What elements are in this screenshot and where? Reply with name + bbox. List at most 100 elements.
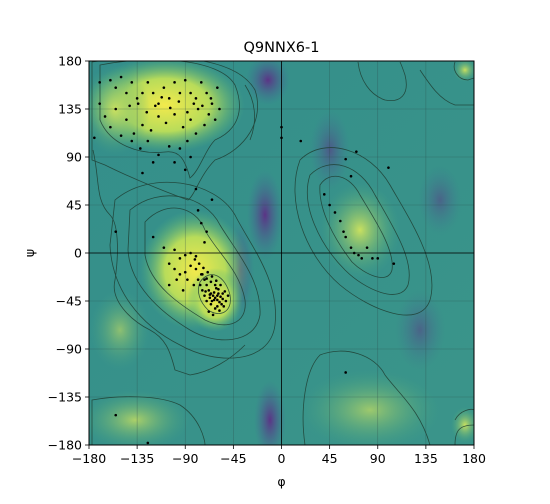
- data-point: [198, 283, 202, 287]
- data-point: [209, 97, 213, 100]
- y-axis-ticks: −180 −135 −90 −45 0 45 90 135 180: [48, 54, 89, 453]
- data-point: [167, 262, 171, 265]
- data-point: [141, 171, 144, 175]
- data-point: [221, 292, 224, 295]
- data-point: [387, 166, 390, 169]
- data-point: [128, 104, 131, 108]
- x-tick-label: 90: [370, 451, 386, 466]
- data-point: [146, 81, 150, 84]
- data-point: [189, 91, 192, 95]
- data-point: [186, 278, 189, 281]
- data-point: [183, 78, 187, 82]
- data-point: [203, 123, 206, 127]
- data-point: [203, 294, 206, 297]
- y-tick-label: 180: [58, 54, 82, 69]
- x-axis-ticks: −180 −135 −90 −45 0 45 90 135 180: [72, 445, 486, 466]
- data-point: [365, 246, 369, 249]
- data-point: [222, 305, 226, 308]
- data-point: [208, 293, 212, 296]
- data-point: [178, 273, 182, 276]
- data-point: [193, 258, 197, 261]
- data-point: [109, 78, 112, 82]
- data-point: [196, 278, 200, 281]
- data-point: [146, 441, 150, 445]
- data-point: [189, 264, 192, 268]
- data-point: [194, 267, 198, 271]
- data-point: [201, 273, 204, 276]
- data-point: [162, 246, 166, 249]
- y-tick-label: −45: [56, 294, 82, 309]
- data-point: [139, 147, 142, 150]
- x-tick-label: 180: [462, 451, 486, 466]
- data-point: [333, 211, 337, 214]
- y-axis-label: ψ: [22, 249, 37, 257]
- data-point: [211, 313, 215, 317]
- data-point: [167, 283, 171, 287]
- y-tick-label: −135: [48, 390, 82, 405]
- y-tick-label: 45: [66, 198, 82, 213]
- data-point: [216, 298, 219, 302]
- data-point: [173, 267, 176, 271]
- data-point: [208, 296, 212, 300]
- data-point: [213, 307, 217, 310]
- data-point: [210, 198, 214, 201]
- data-point: [173, 248, 176, 252]
- data-point: [164, 121, 168, 125]
- data-point: [376, 257, 380, 260]
- data-point: [194, 187, 198, 191]
- x-axis-label: φ: [277, 474, 285, 489]
- data-point: [119, 134, 123, 137]
- contour-lines: [91, 61, 474, 445]
- data-point: [114, 230, 118, 233]
- data-point: [349, 246, 353, 249]
- data-point: [210, 275, 214, 278]
- y-tick-label: 0: [74, 246, 82, 261]
- data-point: [371, 257, 374, 260]
- data-point: [213, 283, 217, 287]
- data-point: [204, 290, 207, 293]
- data-point: [141, 123, 144, 127]
- data-point: [194, 97, 198, 100]
- x-tick-label: −135: [120, 451, 154, 466]
- data-point: [189, 251, 192, 255]
- data-point: [220, 302, 223, 306]
- x-tick-label: −45: [220, 451, 246, 466]
- data-point: [322, 193, 326, 196]
- data-point: [216, 294, 219, 297]
- data-point: [98, 81, 101, 84]
- data-point: [207, 310, 211, 313]
- data-point: [168, 106, 172, 110]
- data-point: [157, 115, 160, 118]
- data-point: [224, 299, 228, 303]
- data-point: [212, 298, 216, 302]
- data-point: [151, 91, 155, 95]
- data-point: [196, 107, 200, 111]
- data-point: [392, 262, 396, 265]
- data-point: [216, 305, 219, 308]
- x-tick-label: −90: [172, 451, 198, 466]
- data-point: [177, 100, 181, 103]
- data-point: [226, 294, 230, 297]
- data-point: [173, 81, 176, 84]
- data-point: [219, 283, 222, 287]
- x-tick-label: 135: [414, 451, 438, 466]
- data-point: [183, 168, 187, 172]
- data-point: [213, 296, 217, 300]
- data-point: [160, 95, 164, 99]
- data-point: [280, 136, 283, 140]
- data-point: [199, 221, 203, 225]
- data-point: [157, 102, 160, 105]
- data-point: [217, 292, 220, 295]
- data-point: [157, 153, 160, 157]
- y-tick-label: 90: [66, 150, 82, 165]
- data-point: [209, 302, 213, 306]
- data-point: [349, 174, 353, 178]
- data-point: [199, 81, 203, 84]
- data-point: [197, 262, 201, 265]
- data-point: [221, 297, 224, 301]
- data-point: [154, 104, 157, 108]
- data-point: [342, 230, 345, 233]
- data-point: [125, 91, 128, 95]
- data-point: [135, 97, 139, 100]
